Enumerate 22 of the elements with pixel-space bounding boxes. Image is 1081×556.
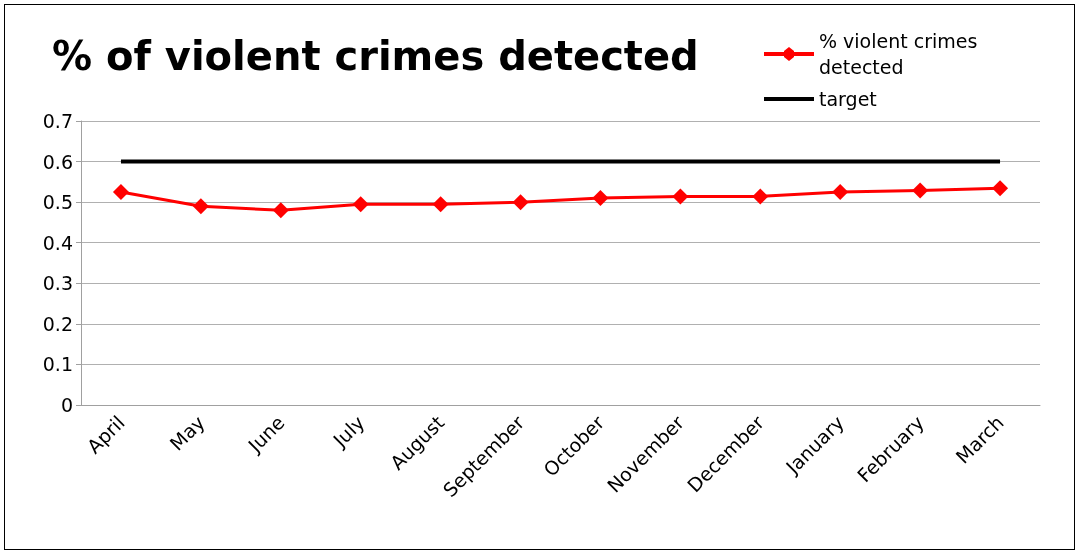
point <box>592 190 609 207</box>
point <box>112 184 129 200</box>
y-tick-label: 0.4 <box>42 231 73 254</box>
y-tick-label: 0.3 <box>42 272 73 295</box>
point <box>912 182 929 199</box>
y-tick-label: 0.5 <box>42 191 73 214</box>
point <box>272 202 289 219</box>
y-tick-label: 0 <box>60 394 73 416</box>
point <box>832 184 849 200</box>
y-tick-label: 0.7 <box>42 110 73 132</box>
y-tick-label: 0.1 <box>42 353 73 376</box>
point <box>352 196 369 213</box>
y-tick-label: 0.6 <box>42 150 73 173</box>
point <box>992 180 1009 197</box>
y-tick-label: 0.2 <box>42 312 73 335</box>
point <box>512 194 529 211</box>
legend-label: target <box>819 88 877 110</box>
point <box>192 198 209 215</box>
chart-title: % of violent crimes detected <box>52 33 699 79</box>
point <box>672 188 689 205</box>
point <box>752 188 769 205</box>
point <box>432 196 449 213</box>
